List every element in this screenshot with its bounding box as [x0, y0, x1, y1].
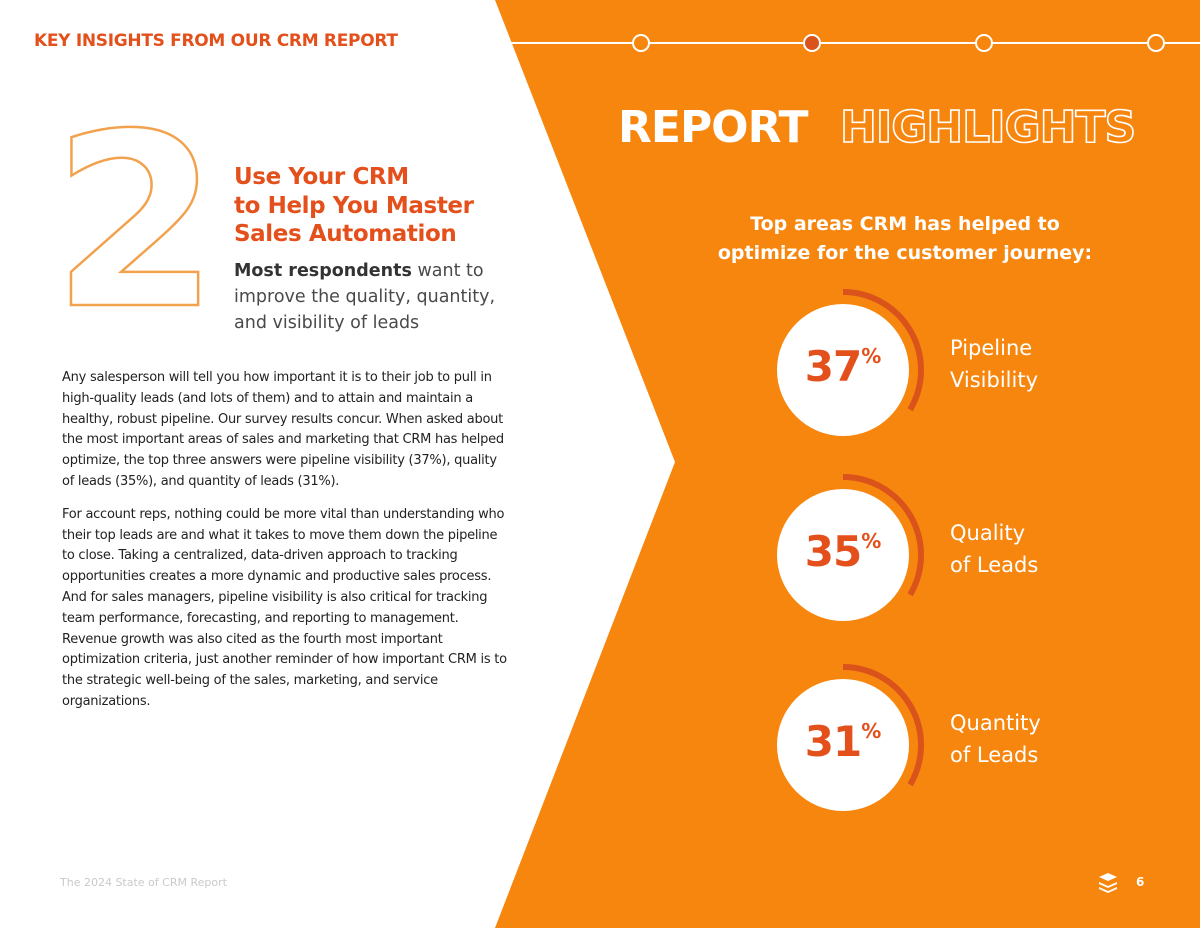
timeline-dot	[975, 34, 993, 52]
stat-arc	[842, 289, 924, 412]
stat-label: Pipeline Visibility	[950, 332, 1038, 396]
stat-label-line: Pipeline	[950, 336, 1033, 360]
stat-circle	[777, 489, 909, 621]
stat-label: Quality of Leads	[950, 517, 1038, 581]
stat-label-line: Visibility	[950, 368, 1039, 392]
stat-value: 31	[804, 717, 862, 766]
stat-arc	[842, 664, 924, 787]
subtitle-line: optimize for the customer journey:	[717, 242, 1093, 264]
orange-panel	[495, 0, 1200, 928]
stat-circle	[777, 679, 909, 811]
heading-line: Use Your CRM	[234, 164, 409, 190]
stats	[777, 289, 924, 811]
heading-line: to Help You Master	[234, 192, 474, 219]
highlights-title: REPORT	[618, 102, 808, 153]
subheading-bold: Most respondents	[234, 261, 412, 281]
stat-unit: %	[861, 529, 882, 553]
section-heading: Use Your CRM to Help You Master Sales Auto…	[234, 163, 474, 249]
stat-number: 37%	[783, 342, 903, 391]
stat-label-line: of Leads	[950, 743, 1039, 767]
page-number: 6	[1136, 875, 1145, 889]
subheading-rest: want to improve the quality, quantity, a…	[234, 261, 496, 333]
stat-label-line: Quality	[950, 521, 1026, 545]
stat-label: Quantity of Leads	[950, 707, 1041, 771]
stat-value: 35	[804, 527, 862, 576]
subheading: Most respondents want to improve the qua…	[234, 258, 524, 336]
timeline-dot-active	[803, 34, 821, 52]
footer-text: The 2024 State of CRM Report	[60, 876, 227, 889]
header-title: KEY INSIGHTS FROM OUR CRM REPORT	[34, 31, 398, 51]
stat-number: 31%	[783, 717, 903, 766]
section-number: 2	[52, 82, 219, 362]
highlights-title-outline: HIGHLIGHTS	[840, 102, 1135, 153]
stat-label-line: Quantity	[950, 711, 1041, 735]
stat-circle	[777, 304, 909, 436]
stat-value: 37	[804, 342, 862, 391]
subtitle-line: Top areas CRM has helped to	[750, 213, 1060, 235]
timeline-dot	[1147, 34, 1165, 52]
stat-number: 35%	[783, 527, 903, 576]
logo-icon	[1099, 873, 1117, 893]
stat-label-line: of Leads	[950, 553, 1039, 577]
paragraph: Any salesperson will tell you how import…	[62, 370, 504, 489]
highlights-subtitle: Top areas CRM has helped to optimize for …	[640, 210, 1170, 268]
paragraph: For account reps, nothing could be more …	[62, 506, 507, 709]
stat-unit: %	[861, 719, 882, 743]
stat-unit: %	[861, 344, 882, 368]
stat-arc	[842, 474, 924, 597]
heading-line: Sales Automation	[234, 221, 457, 247]
body-text: Any salesperson will tell you how import…	[62, 368, 510, 725]
timeline-dot	[632, 34, 650, 52]
